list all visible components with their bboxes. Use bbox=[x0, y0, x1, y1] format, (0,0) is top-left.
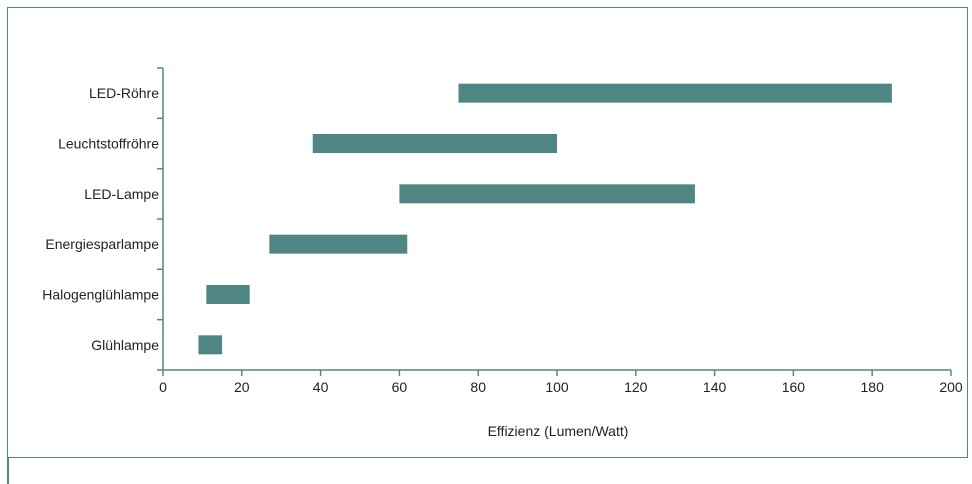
range-bar bbox=[458, 83, 892, 103]
x-tick-label: 60 bbox=[392, 379, 408, 395]
range-bar bbox=[206, 285, 250, 304]
range-bar bbox=[198, 335, 223, 355]
category-label: LED-Röhre bbox=[89, 85, 159, 101]
x-tick-label: 200 bbox=[939, 379, 963, 395]
x-tick-label: 40 bbox=[313, 379, 329, 395]
category-label: Energiesparlampe bbox=[45, 236, 159, 252]
chart-frame bbox=[7, 7, 968, 458]
bars bbox=[198, 83, 892, 355]
x-tick-label: 120 bbox=[624, 379, 648, 395]
x-tick-label: 140 bbox=[703, 379, 727, 395]
frame-accent bbox=[7, 458, 9, 484]
x-tick-label: 160 bbox=[782, 379, 806, 395]
category-label: Glühlampe bbox=[91, 337, 159, 353]
range-bar bbox=[269, 234, 408, 254]
range-bar bbox=[399, 184, 695, 204]
range-bar bbox=[312, 134, 557, 153]
x-axis-title: Effizienz (Lumen/Watt) bbox=[488, 423, 629, 439]
x-tick-label: 80 bbox=[470, 379, 486, 395]
category-label: Halogenglühlampe bbox=[42, 287, 159, 303]
x-tick-label: 100 bbox=[545, 379, 569, 395]
x-tick-label: 20 bbox=[234, 379, 250, 395]
category-label: LED-Lampe bbox=[84, 186, 159, 202]
labels: 0 20 40 60 80 100 120 140 160 180 200 LED-Röhre Leuc… bbox=[42, 85, 963, 395]
x-tick-label: 180 bbox=[861, 379, 885, 395]
category-label: Leuchtstoffröhre bbox=[58, 136, 159, 152]
x-tick-label: 0 bbox=[159, 379, 167, 395]
axes bbox=[157, 67, 952, 376]
